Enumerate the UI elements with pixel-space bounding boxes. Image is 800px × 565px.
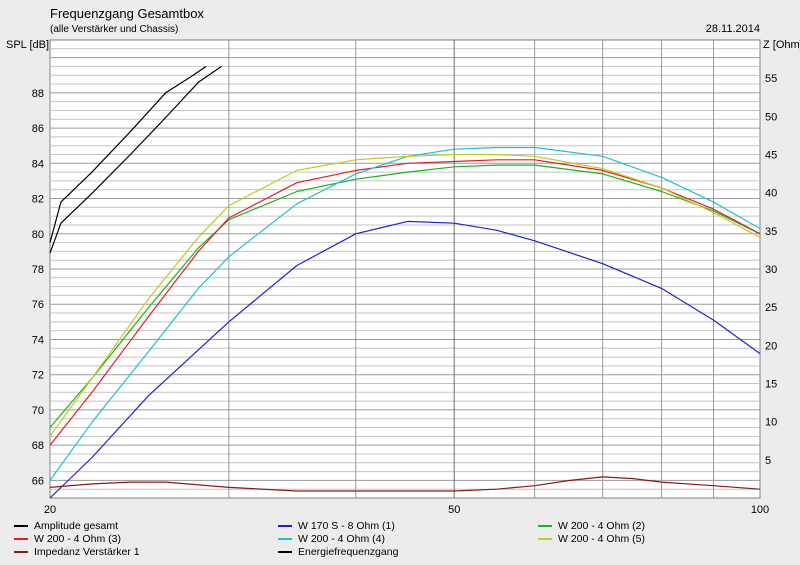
legend-label: W 200 - 4 Ohm (2) xyxy=(558,519,645,532)
x-tick-label: 100 xyxy=(751,504,769,516)
legend-swatch xyxy=(278,524,292,527)
legend-item: W 200 - 4 Ohm (4) xyxy=(278,532,385,545)
y-tick-label-left: 82 xyxy=(32,194,44,206)
y-tick-label-right: 40 xyxy=(765,188,777,200)
legend-label: Energiefrequenzgang xyxy=(298,545,399,558)
chart-date: 28.11.2014 xyxy=(705,23,760,35)
y-tick-label-left: 74 xyxy=(32,334,44,346)
x-tick-label: 50 xyxy=(448,504,460,516)
left-axis-ticks: 66 68 70 72 74 76 78 80 82 84 86 88 xyxy=(32,88,44,488)
legend-item: W 170 S - 8 Ohm (1) xyxy=(278,519,395,532)
legend-swatch xyxy=(538,524,552,527)
y-tick-label-right: 30 xyxy=(765,264,777,276)
y-tick-label-right: 20 xyxy=(765,340,777,352)
legend-item: W 200 - 4 Ohm (2) xyxy=(538,519,645,532)
y-tick-label-left: 68 xyxy=(32,440,44,452)
y-tick-label-right: 15 xyxy=(765,379,777,391)
chart-subtitle: (alle Verstärker und Chassis) xyxy=(50,24,179,35)
series-line xyxy=(49,164,761,428)
legend-label: W 200 - 4 Ohm (5) xyxy=(558,532,645,545)
legend-swatch xyxy=(278,537,292,540)
series-line xyxy=(49,65,207,243)
y-tick-label-right: 50 xyxy=(765,111,777,123)
x-axis-ticks: 20 50 100 xyxy=(44,504,769,516)
y-tick-label-right: 5 xyxy=(765,455,771,467)
legend-label: Impedanz Verstärker 1 xyxy=(34,545,140,558)
y-tick-label-left: 72 xyxy=(32,370,44,382)
legend-swatch xyxy=(278,550,292,553)
legend-item: Amplitude gesamt xyxy=(14,519,118,532)
right-axis-ticks: 5 10 15 20 25 30 35 40 45 50 55 xyxy=(765,73,777,467)
y-tick-label-right: 45 xyxy=(765,150,777,162)
y-axis-label-right: Z [Ohm] xyxy=(763,39,800,51)
y-tick-label-left: 86 xyxy=(32,123,44,135)
y-tick-label-left: 66 xyxy=(32,475,44,487)
legend-swatch xyxy=(14,550,28,553)
series-line xyxy=(49,476,761,492)
series-line xyxy=(49,220,761,499)
y-tick-label-right: 25 xyxy=(765,302,777,314)
y-tick-label-left: 76 xyxy=(32,299,44,311)
y-tick-label-left: 80 xyxy=(32,229,44,241)
series-line xyxy=(49,153,761,437)
legend-label: W 200 - 4 Ohm (4) xyxy=(298,532,385,545)
legend-item: W 200 - 4 Ohm (5) xyxy=(538,532,645,545)
legend-item: Energiefrequenzgang xyxy=(278,545,398,558)
series-line xyxy=(49,65,222,254)
series-layer xyxy=(49,65,761,499)
legend-swatch xyxy=(538,537,552,540)
chart-title: Frequenzgang Gesamtbox xyxy=(50,6,204,21)
grid xyxy=(50,40,760,498)
legend-label: W 170 S - 8 Ohm (1) xyxy=(298,519,395,532)
y-tick-label-right: 10 xyxy=(765,417,777,429)
legend-label: W 200 - 4 Ohm (3) xyxy=(34,532,121,545)
y-tick-label-left: 70 xyxy=(32,405,44,417)
y-tick-label-right: 55 xyxy=(765,73,777,85)
legend-label: Amplitude gesamt xyxy=(34,519,119,532)
y-tick-label-right: 35 xyxy=(765,226,777,238)
legend-item: Impedanz Verstärker 1 xyxy=(14,545,140,558)
legend-swatch xyxy=(14,524,28,527)
y-tick-label-left: 84 xyxy=(32,158,44,170)
y-tick-label-left: 78 xyxy=(32,264,44,276)
x-tick-label: 20 xyxy=(44,504,56,516)
legend-item: W 200 - 4 Ohm (3) xyxy=(14,532,121,545)
legend-swatch xyxy=(14,537,28,540)
y-tick-label-left: 88 xyxy=(32,88,44,100)
y-axis-label-left: SPL [dB] xyxy=(6,39,50,51)
